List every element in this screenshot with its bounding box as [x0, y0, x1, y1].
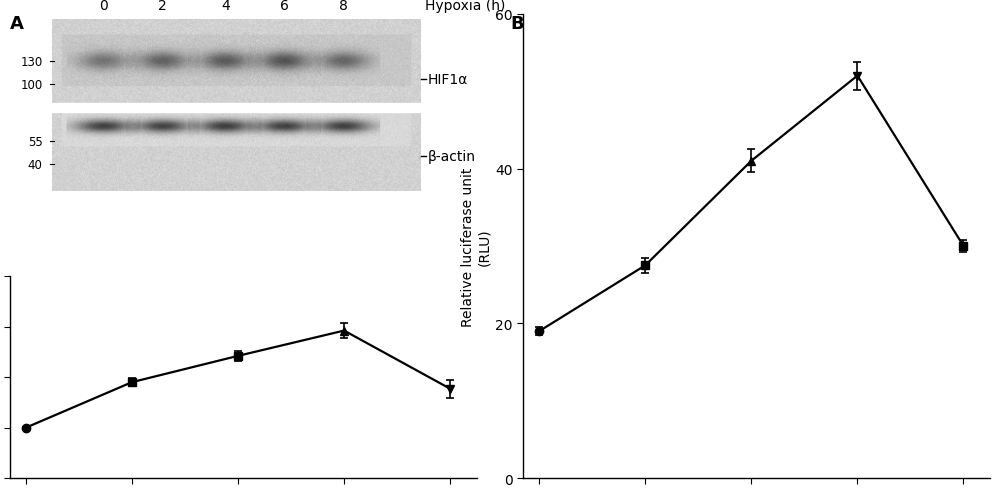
Text: 8: 8	[339, 0, 348, 13]
Text: 4: 4	[221, 0, 230, 13]
Text: 6: 6	[280, 0, 289, 13]
Text: 55: 55	[28, 135, 43, 148]
Text: 2: 2	[158, 0, 167, 13]
Text: 100: 100	[20, 79, 43, 92]
Text: 130: 130	[20, 56, 43, 69]
Text: 0: 0	[99, 0, 108, 13]
Text: β-actin: β-actin	[428, 150, 476, 164]
Text: Hypoxia (h): Hypoxia (h)	[425, 0, 506, 13]
Text: 40: 40	[28, 158, 43, 171]
Text: HIF1α: HIF1α	[428, 73, 468, 87]
Text: B: B	[510, 15, 524, 33]
Y-axis label: Relative luciferase unit
(RLU): Relative luciferase unit (RLU)	[461, 167, 491, 326]
Text: A: A	[10, 15, 24, 33]
